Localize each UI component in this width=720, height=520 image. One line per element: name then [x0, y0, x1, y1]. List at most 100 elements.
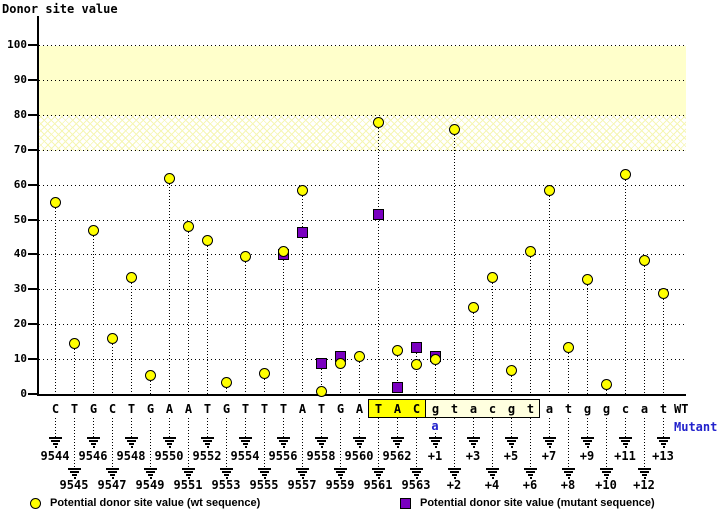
- x-axis-line: [37, 394, 686, 396]
- y-axis-tick-label: 60: [13, 177, 27, 191]
- position-leader: [568, 418, 569, 468]
- gridline: [39, 149, 686, 151]
- value-stem: [644, 259, 645, 394]
- position-label: +8: [560, 478, 576, 492]
- position-label: 9551: [173, 478, 203, 492]
- sequence-base: g: [583, 402, 592, 416]
- position-label: +6: [522, 478, 538, 492]
- mutant-base: a: [429, 420, 441, 432]
- position-leader: [663, 418, 664, 437]
- value-stem: [245, 256, 246, 394]
- position-label: 9550: [154, 449, 184, 463]
- position-leader: [454, 418, 455, 468]
- sequence-base: a: [640, 402, 649, 416]
- wt-marker: [126, 272, 137, 284]
- wt-sequence-label: WT: [674, 402, 689, 416]
- sequence-base: g: [602, 402, 611, 416]
- y-axis-tick: [28, 393, 37, 395]
- value-stem: [378, 121, 379, 394]
- position-label: 9548: [116, 449, 146, 463]
- position-label: +2: [446, 478, 462, 492]
- position-leader: [644, 418, 645, 468]
- sequence-base: A: [298, 402, 307, 416]
- sequence-base: C: [108, 402, 117, 416]
- value-stem: [150, 374, 151, 394]
- value-stem: [568, 346, 569, 394]
- sequence-base: T: [260, 402, 269, 416]
- legend-mutant-label: Potential donor site value (mutant seque…: [420, 497, 655, 509]
- ground-mark-icon: [600, 468, 613, 480]
- wt-marker: [259, 368, 270, 380]
- wt-marker: [164, 172, 175, 184]
- position-label: 9552: [192, 449, 222, 463]
- sequence-base: G: [146, 402, 155, 416]
- mutant-sequence-label: Mutant: [674, 420, 718, 434]
- mutant-marker: [316, 357, 327, 369]
- value-stem: [55, 202, 56, 394]
- position-leader: [150, 418, 151, 468]
- y-axis-tick-label: 0: [20, 387, 27, 400]
- position-label: 9559: [325, 478, 355, 492]
- wt-marker: [297, 184, 308, 196]
- ground-mark-icon: [524, 468, 537, 480]
- position-label: 9547: [97, 478, 127, 492]
- mutant-marker: [373, 209, 384, 221]
- ground-mark-icon: [505, 437, 518, 449]
- y-axis-tick: [28, 358, 37, 361]
- wt-marker: [430, 354, 441, 366]
- wt-marker: [50, 197, 61, 209]
- position-leader: [226, 418, 227, 468]
- wt-marker: [658, 287, 669, 299]
- ground-mark-icon: [277, 437, 290, 449]
- wt-marker: [88, 224, 99, 236]
- ground-mark-icon: [201, 437, 214, 449]
- wt-circle-marker-icon: [30, 497, 41, 509]
- sequence-base: T: [127, 402, 136, 416]
- value-stem: [340, 355, 341, 394]
- position-label: +4: [484, 478, 500, 492]
- sequence-base: A: [165, 402, 174, 416]
- wt-marker: [468, 301, 479, 313]
- sequence-base: A: [184, 402, 193, 416]
- y-axis-tick-label: 70: [13, 142, 27, 156]
- value-stem: [207, 240, 208, 394]
- gridline: [39, 114, 686, 116]
- position-label: 9560: [344, 449, 374, 463]
- position-leader: [283, 418, 284, 437]
- ground-mark-icon: [410, 468, 423, 480]
- y-axis-tick: [28, 183, 37, 186]
- ground-mark-icon: [106, 468, 119, 480]
- ground-mark-icon: [638, 468, 651, 480]
- wt-marker: [601, 378, 612, 390]
- ground-mark-icon: [486, 468, 499, 480]
- position-label: +9: [579, 449, 595, 463]
- sequence-base: a: [545, 402, 554, 416]
- position-label: +1: [427, 449, 443, 463]
- wt-marker: [582, 273, 593, 285]
- sequence-base: G: [89, 402, 98, 416]
- y-axis-tick-label: 90: [13, 72, 27, 86]
- position-leader: [397, 418, 398, 437]
- sequence-base: t: [526, 402, 535, 416]
- position-leader: [511, 418, 512, 437]
- sequence-base: a: [469, 402, 478, 416]
- y-axis-tick-label: 100: [7, 38, 27, 51]
- ground-mark-icon: [125, 437, 138, 449]
- position-label: +12: [633, 478, 655, 492]
- value-stem: [321, 362, 322, 394]
- value-stem: [511, 369, 512, 394]
- sequence-base: C: [51, 402, 60, 416]
- legend-wt-label: Potential donor site value (wt sequence): [50, 497, 261, 509]
- position-leader: [245, 418, 246, 437]
- y-axis-tick-label: 50: [13, 212, 27, 226]
- mutant-marker: [297, 226, 308, 238]
- gridline: [39, 45, 686, 46]
- value-stem: [302, 189, 303, 394]
- value-stem: [359, 355, 360, 394]
- value-stem: [416, 346, 417, 394]
- wt-marker: [544, 184, 555, 196]
- value-stem: [454, 128, 455, 394]
- value-stem: [473, 306, 474, 394]
- position-leader: [302, 418, 303, 468]
- ground-mark-icon: [353, 437, 366, 449]
